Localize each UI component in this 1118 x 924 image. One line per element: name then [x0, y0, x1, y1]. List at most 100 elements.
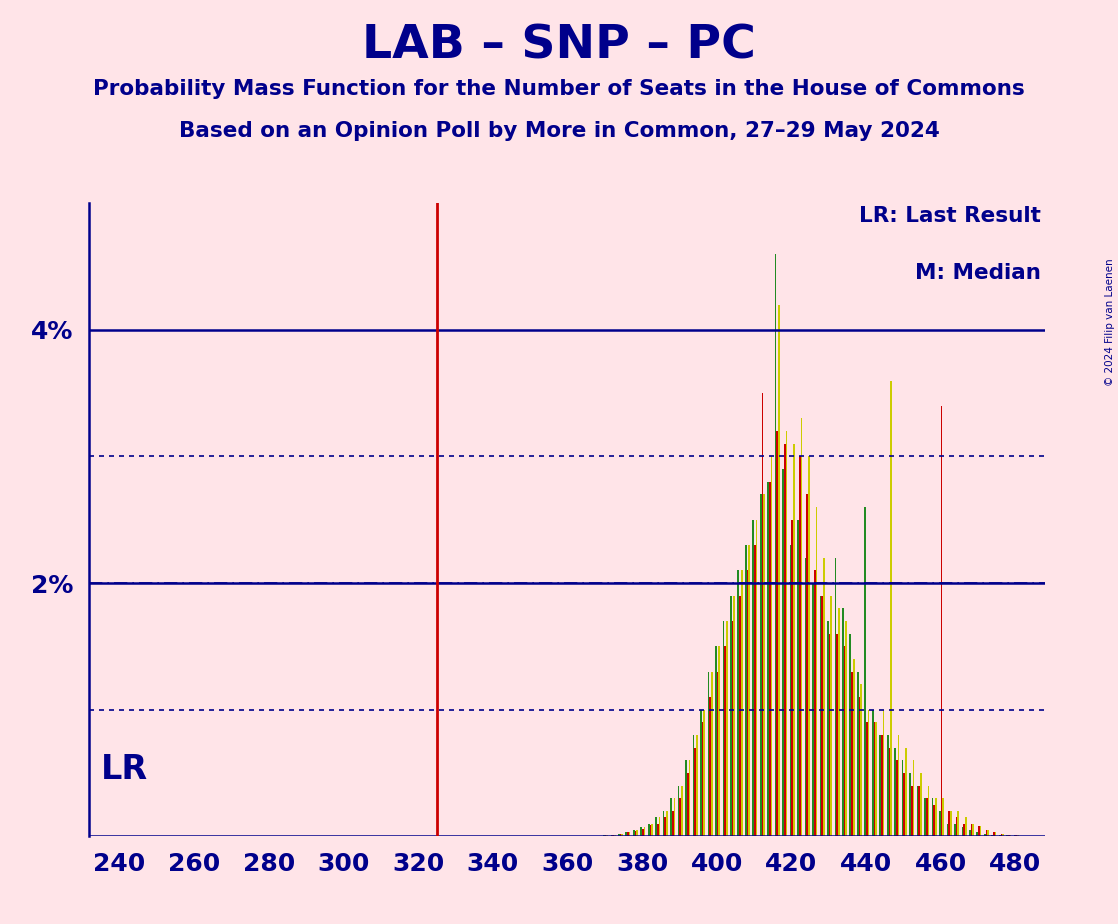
Bar: [747, 570, 748, 836]
Bar: [1001, 833, 1002, 836]
Bar: [993, 833, 995, 836]
Bar: [827, 621, 828, 836]
Bar: [956, 817, 957, 836]
Bar: [880, 735, 881, 836]
Bar: [995, 833, 996, 836]
Bar: [942, 798, 944, 836]
Bar: [934, 805, 935, 836]
Bar: [815, 507, 817, 836]
Bar: [685, 760, 686, 836]
Bar: [812, 583, 814, 836]
Bar: [702, 723, 703, 836]
Bar: [894, 748, 896, 836]
Bar: [797, 519, 799, 836]
Bar: [693, 735, 694, 836]
Bar: [828, 634, 831, 836]
Bar: [666, 811, 667, 836]
Bar: [711, 672, 712, 836]
Bar: [778, 305, 780, 836]
Bar: [754, 545, 756, 836]
Bar: [760, 494, 761, 836]
Bar: [853, 659, 854, 836]
Bar: [610, 835, 613, 836]
Bar: [799, 456, 800, 836]
Bar: [890, 381, 892, 836]
Bar: [619, 833, 622, 836]
Bar: [859, 697, 861, 836]
Bar: [970, 823, 973, 836]
Bar: [850, 634, 851, 836]
Bar: [931, 798, 934, 836]
Bar: [875, 723, 877, 836]
Bar: [873, 723, 875, 836]
Bar: [1002, 833, 1004, 836]
Bar: [906, 748, 907, 836]
Bar: [745, 545, 747, 836]
Bar: [845, 621, 847, 836]
Bar: [925, 798, 926, 836]
Bar: [625, 833, 627, 836]
Bar: [842, 608, 844, 836]
Bar: [950, 811, 951, 836]
Bar: [628, 833, 631, 836]
Bar: [613, 835, 614, 836]
Bar: [726, 621, 728, 836]
Bar: [793, 444, 795, 836]
Bar: [767, 481, 769, 836]
Bar: [680, 798, 681, 836]
Bar: [819, 596, 822, 836]
Bar: [739, 596, 741, 836]
Bar: [659, 817, 661, 836]
Bar: [986, 830, 987, 836]
Bar: [965, 817, 967, 836]
Bar: [1017, 835, 1018, 836]
Bar: [834, 558, 836, 836]
Bar: [998, 835, 1001, 836]
Bar: [920, 772, 921, 836]
Bar: [752, 519, 754, 836]
Bar: [868, 710, 870, 836]
Bar: [769, 481, 770, 836]
Bar: [961, 827, 964, 836]
Bar: [973, 823, 974, 836]
Bar: [964, 823, 965, 836]
Bar: [678, 785, 680, 836]
Bar: [633, 830, 635, 836]
Bar: [724, 647, 726, 836]
Bar: [851, 672, 853, 836]
Bar: [606, 835, 608, 836]
Bar: [979, 826, 982, 836]
Bar: [738, 570, 739, 836]
Text: © 2024 Filip van Laenen: © 2024 Filip van Laenen: [1105, 259, 1115, 386]
Bar: [1006, 835, 1008, 836]
Bar: [836, 634, 837, 836]
Text: M: Median: M: Median: [915, 263, 1041, 284]
Bar: [770, 456, 773, 836]
Bar: [664, 817, 666, 836]
Bar: [672, 811, 674, 836]
Bar: [948, 811, 950, 836]
Bar: [642, 829, 644, 836]
Bar: [987, 830, 989, 836]
Bar: [806, 494, 808, 836]
Bar: [651, 823, 653, 836]
Bar: [618, 833, 619, 836]
Bar: [764, 494, 765, 836]
Bar: [786, 432, 787, 836]
Bar: [700, 710, 702, 836]
Bar: [650, 825, 651, 836]
Bar: [898, 735, 899, 836]
Bar: [686, 772, 689, 836]
Bar: [657, 823, 659, 836]
Bar: [902, 760, 903, 836]
Bar: [896, 760, 898, 836]
Bar: [928, 785, 929, 836]
Bar: [887, 735, 889, 836]
Bar: [708, 672, 709, 836]
Bar: [1015, 835, 1017, 836]
Bar: [1014, 835, 1015, 836]
Bar: [733, 596, 735, 836]
Bar: [917, 785, 918, 836]
Bar: [926, 798, 928, 836]
Bar: [783, 469, 784, 836]
